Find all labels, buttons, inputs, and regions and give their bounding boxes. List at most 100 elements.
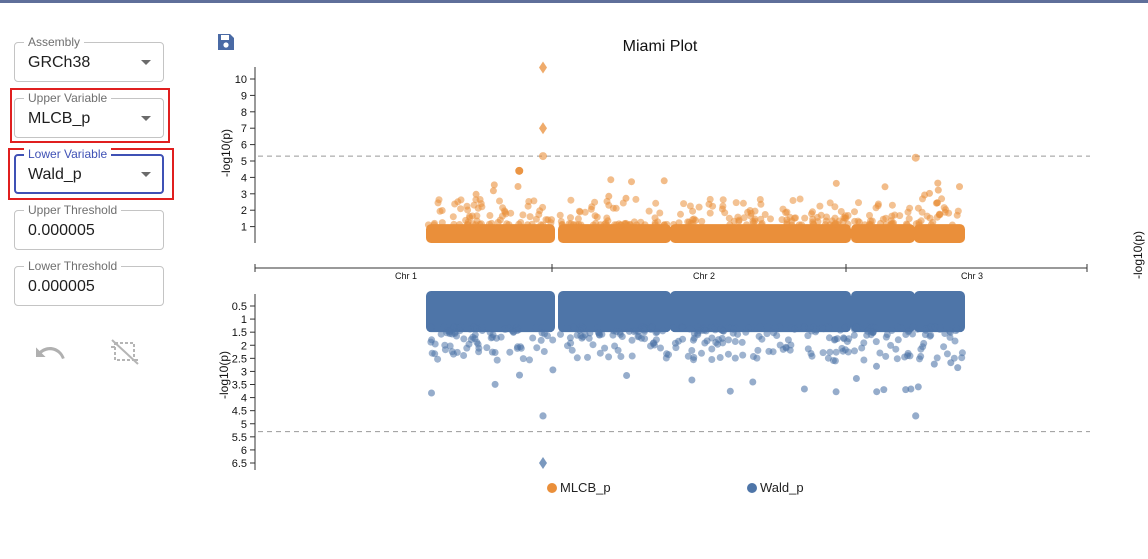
- upper-point: [902, 220, 910, 228]
- upper-point: [456, 221, 463, 228]
- upper-point: [854, 217, 862, 225]
- lower-point: [763, 323, 771, 331]
- lower-point: [690, 334, 698, 342]
- lower-point: [754, 346, 762, 354]
- upper-point: [750, 219, 757, 227]
- lower-threshold-value: 0.000005: [28, 278, 95, 295]
- upper-point: [604, 217, 612, 225]
- upper-y-tick-label: 10: [235, 74, 247, 86]
- upper-point: [457, 205, 465, 213]
- chevron-down-icon: [141, 172, 151, 177]
- upper-point: [675, 219, 683, 227]
- undo-button[interactable]: [33, 338, 69, 368]
- lower-point: [517, 343, 524, 351]
- upper-point: [591, 198, 599, 206]
- upper-density-band: [426, 224, 555, 243]
- assembly-value: GRCh38: [28, 54, 91, 71]
- upper-point: [934, 186, 942, 194]
- lower-point: [679, 324, 687, 332]
- upper-point: [477, 220, 485, 228]
- lower-point: [731, 354, 739, 362]
- upper-point: [466, 212, 473, 220]
- upper-point: [831, 220, 839, 228]
- lower-point: [804, 332, 812, 340]
- lower-threshold-input[interactable]: Lower Threshold 0.000005: [14, 259, 164, 306]
- lower-point: [428, 349, 436, 357]
- lower-point: [653, 328, 661, 336]
- upper-point: [905, 215, 913, 223]
- upper-point: [473, 212, 481, 220]
- upper-point: [607, 176, 615, 184]
- upper-point: [476, 196, 484, 203]
- lower-point: [540, 348, 548, 355]
- upper-point: [490, 181, 498, 189]
- lower-point: [493, 334, 500, 342]
- lower-point: [726, 387, 734, 395]
- upper-point: [866, 211, 873, 219]
- lower-point: [943, 350, 951, 358]
- lower-point: [616, 328, 624, 336]
- upper-point: [651, 214, 659, 222]
- crop-off-button[interactable]: [108, 336, 144, 366]
- lower-point: [833, 335, 841, 343]
- upper-point: [757, 200, 765, 208]
- upper-point: [855, 199, 862, 207]
- upper-point: [567, 220, 575, 228]
- upper-threshold-input[interactable]: Upper Threshold 0.000005: [14, 203, 164, 250]
- upper-point: [496, 197, 503, 205]
- upper-point: [575, 207, 583, 215]
- lower-point: [765, 347, 773, 355]
- lower-point: [808, 352, 816, 360]
- lower-variable-select[interactable]: Lower Variable Wald_p: [14, 147, 164, 194]
- lower-point: [838, 344, 846, 352]
- lower-point: [700, 325, 708, 332]
- upper-point: [680, 200, 688, 208]
- lower-point: [882, 352, 890, 360]
- upper-point: [526, 213, 534, 221]
- lower-point: [873, 388, 881, 396]
- lower-point: [657, 344, 664, 352]
- upper-point: [651, 221, 659, 229]
- lower-point: [596, 349, 604, 357]
- lower-point: [526, 356, 533, 364]
- upper-point: [817, 211, 825, 219]
- upper-point: [933, 199, 941, 207]
- upper-point: [424, 221, 432, 229]
- upper-point: [832, 179, 840, 187]
- upper-point: [721, 209, 729, 217]
- lower-point: [770, 329, 778, 337]
- lower-point: [506, 348, 514, 356]
- upper-point: [489, 187, 497, 195]
- lower-point: [446, 330, 454, 338]
- upper-point: [507, 209, 515, 217]
- lower-point: [475, 344, 483, 352]
- lower-point: [888, 327, 896, 334]
- assembly-select[interactable]: Assembly GRCh38: [14, 35, 164, 82]
- upper-point: [921, 191, 929, 199]
- chart-title: Miami Plot: [622, 38, 698, 55]
- upper-variable-select[interactable]: Upper Variable MLCB_p: [14, 91, 164, 138]
- upper-point: [574, 215, 582, 223]
- lower-peak-point: [912, 412, 920, 420]
- lower-point: [958, 354, 966, 362]
- upper-variable-highlight: [10, 88, 170, 143]
- lower-point: [641, 324, 648, 332]
- upper-point: [743, 221, 751, 229]
- save-button[interactable]: [216, 32, 236, 52]
- upper-point: [630, 218, 638, 226]
- legend-label-lower: Wald_p: [760, 480, 804, 495]
- upper-y-tick-label: 6: [241, 140, 247, 152]
- lower-point: [858, 344, 866, 352]
- upper-point: [589, 221, 597, 229]
- upper-peak-point: [911, 153, 920, 162]
- upper-point: [514, 183, 522, 190]
- upper-y-tick-label: 5: [241, 156, 247, 168]
- lower-point: [926, 332, 934, 340]
- upper-point: [622, 194, 630, 202]
- lower-point: [946, 328, 954, 336]
- upper-point: [496, 216, 504, 224]
- lower-point: [428, 336, 436, 344]
- lower-point: [460, 335, 468, 343]
- upper-point: [593, 213, 601, 221]
